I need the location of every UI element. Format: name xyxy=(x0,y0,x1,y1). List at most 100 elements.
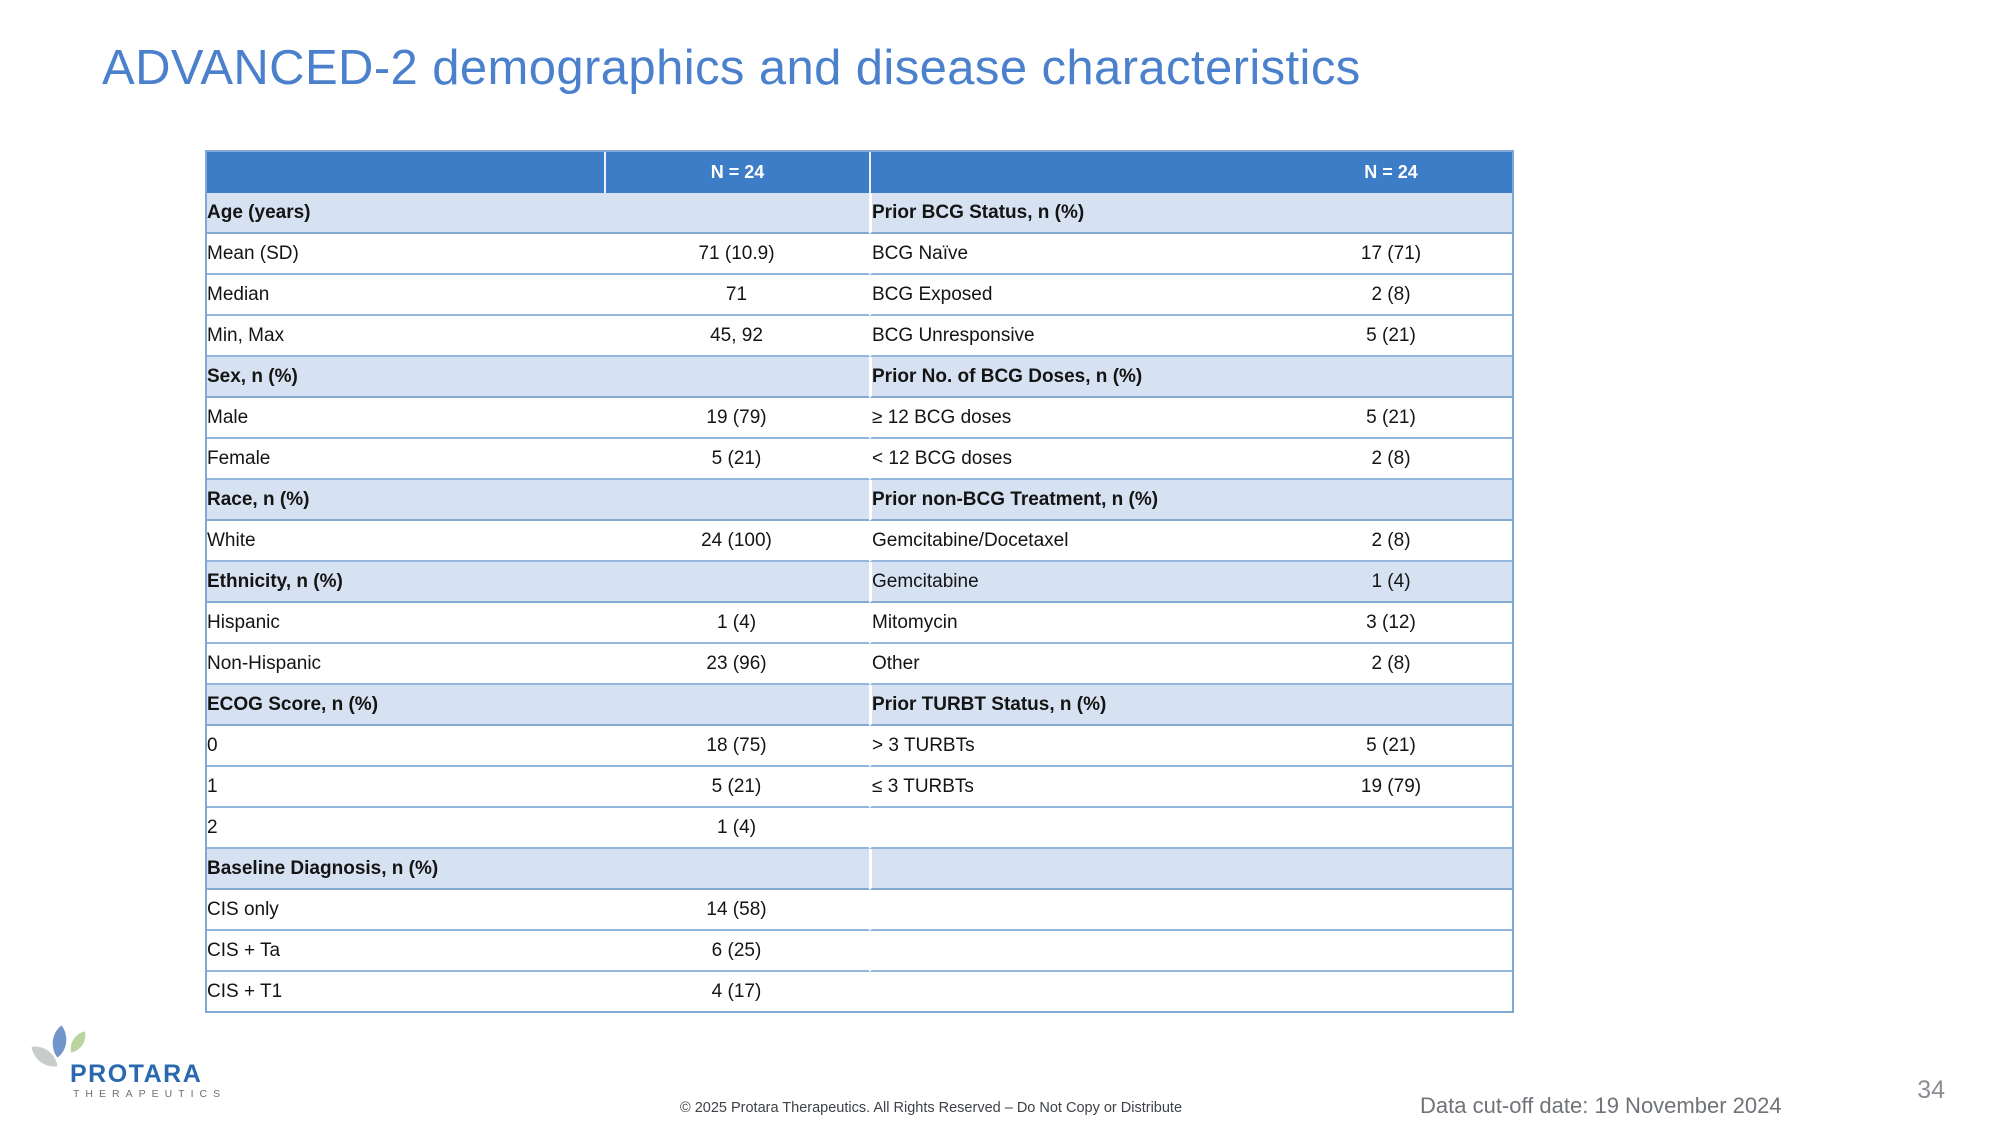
row-value: 1 (4) xyxy=(604,603,869,644)
table-row: White 24 (100) Gemcitabine/Docetaxel 2 (8) xyxy=(207,521,1512,562)
table-row: CIS only 14 (58) xyxy=(207,890,1512,931)
row-label: BCG Naïve xyxy=(869,234,1270,275)
row-value xyxy=(604,357,869,398)
row-value xyxy=(1270,480,1512,521)
row-label: Prior non-BCG Treatment, n (%) xyxy=(869,480,1270,521)
row-label xyxy=(869,890,1270,931)
row-label: Median xyxy=(207,275,604,316)
table-row: 0 18 (75) > 3 TURBTs 5 (21) xyxy=(207,726,1512,767)
table-row: CIS + T1 4 (17) xyxy=(207,972,1512,1011)
section-row: Baseline Diagnosis, n (%) xyxy=(207,849,1512,890)
row-value: 1 (4) xyxy=(1270,562,1512,603)
row-value: 4 (17) xyxy=(604,972,869,1011)
table-row: CIS + Ta 6 (25) xyxy=(207,931,1512,972)
row-value xyxy=(1270,193,1512,234)
row-label: Prior BCG Status, n (%) xyxy=(869,193,1270,234)
row-label: > 3 TURBTs xyxy=(869,726,1270,767)
row-value xyxy=(604,849,869,890)
row-label: White xyxy=(207,521,604,562)
row-label xyxy=(869,849,1270,890)
row-value xyxy=(1270,849,1512,890)
section-row: Race, n (%) Prior non-BCG Treatment, n (%… xyxy=(207,480,1512,521)
data-cutoff-text: Data cut-off date: 19 November 2024 xyxy=(1420,1093,1782,1118)
row-value: 5 (21) xyxy=(604,439,869,480)
row-label: Age (years) xyxy=(207,193,604,234)
page-title: ADVANCED-2 demographics and disease char… xyxy=(102,41,1361,95)
row-value: 17 (71) xyxy=(1270,234,1512,275)
row-value xyxy=(1270,972,1512,1011)
row-value: 2 (8) xyxy=(1270,521,1512,562)
table-body: Age (years) Prior BCG Status, n (%) Mean (… xyxy=(207,193,1512,1011)
row-label: ≥ 12 BCG doses xyxy=(869,398,1270,439)
row-label: 2 xyxy=(207,808,604,849)
row-label xyxy=(869,972,1270,1011)
protara-logo: PROTARA THERAPEUTICS xyxy=(31,1025,262,1121)
row-label: CIS + T1 xyxy=(207,972,604,1011)
row-value: 5 (21) xyxy=(1270,726,1512,767)
table-row: Hispanic 1 (4) Mitomycin 3 (12) xyxy=(207,603,1512,644)
row-label: 1 xyxy=(207,767,604,808)
row-label xyxy=(869,931,1270,972)
row-label: CIS + Ta xyxy=(207,931,604,972)
section-row: ECOG Score, n (%) Prior TURBT Status, n (… xyxy=(207,685,1512,726)
row-value: 23 (96) xyxy=(604,644,869,685)
row-label: CIS only xyxy=(207,890,604,931)
row-label: Gemcitabine xyxy=(869,562,1270,603)
logo-subtext: THERAPEUTICS xyxy=(73,1088,227,1100)
page-number: 34 xyxy=(1917,1076,1945,1104)
row-value xyxy=(1270,931,1512,972)
row-value: 19 (79) xyxy=(604,398,869,439)
row-label: Prior No. of BCG Doses, n (%) xyxy=(869,357,1270,398)
row-label: < 12 BCG doses xyxy=(869,439,1270,480)
row-value: 3 (12) xyxy=(1270,603,1512,644)
row-label: Baseline Diagnosis, n (%) xyxy=(207,849,604,890)
table-row: Female 5 (21) < 12 BCG doses 2 (8) xyxy=(207,439,1512,480)
row-label xyxy=(869,808,1270,849)
row-value: 5 (21) xyxy=(1270,398,1512,439)
row-value: 2 (8) xyxy=(1270,439,1512,480)
section-row: Sex, n (%) Prior No. of BCG Doses, n (%) xyxy=(207,357,1512,398)
row-value: 2 (8) xyxy=(1270,644,1512,685)
row-value: 19 (79) xyxy=(1270,767,1512,808)
logo-brand-text: PROTARA xyxy=(70,1060,203,1088)
row-value: 2 (8) xyxy=(1270,275,1512,316)
row-label: BCG Unresponsive xyxy=(869,316,1270,357)
row-value xyxy=(1270,890,1512,931)
row-value: 71 xyxy=(604,275,869,316)
row-label: Ethnicity, n (%) xyxy=(207,562,604,603)
row-label: Female xyxy=(207,439,604,480)
row-label: Mean (SD) xyxy=(207,234,604,275)
row-label: ECOG Score, n (%) xyxy=(207,685,604,726)
section-row: Ethnicity, n (%) Gemcitabine 1 (4) xyxy=(207,562,1512,603)
row-label: Male xyxy=(207,398,604,439)
col-header-n-right: N = 24 xyxy=(1270,152,1512,193)
row-value xyxy=(1270,808,1512,849)
row-value xyxy=(604,562,869,603)
table-row: Mean (SD) 71 (10.9) BCG Naïve 17 (71) xyxy=(207,234,1512,275)
row-value: 24 (100) xyxy=(604,521,869,562)
row-value: 5 (21) xyxy=(1270,316,1512,357)
row-label: Gemcitabine/Docetaxel xyxy=(869,521,1270,562)
leaf-green-icon xyxy=(67,1031,89,1053)
row-label: Min, Max xyxy=(207,316,604,357)
row-value: 71 (10.9) xyxy=(604,234,869,275)
row-value: 5 (21) xyxy=(604,767,869,808)
row-value xyxy=(604,685,869,726)
row-value xyxy=(1270,357,1512,398)
copyright-text: © 2025 Protara Therapeutics. All Rights … xyxy=(679,1100,1183,1116)
row-value: 1 (4) xyxy=(604,808,869,849)
row-value: 6 (25) xyxy=(604,931,869,972)
table-header-row: N = 24 N = 24 xyxy=(207,152,1512,193)
row-value: 14 (58) xyxy=(604,890,869,931)
row-label: Other xyxy=(869,644,1270,685)
col-header-empty-right xyxy=(869,152,1270,193)
row-value xyxy=(1270,685,1512,726)
row-label: 0 xyxy=(207,726,604,767)
row-label: Hispanic xyxy=(207,603,604,644)
row-value: 18 (75) xyxy=(604,726,869,767)
row-label: ≤ 3 TURBTs xyxy=(869,767,1270,808)
col-header-empty-left xyxy=(207,152,604,193)
